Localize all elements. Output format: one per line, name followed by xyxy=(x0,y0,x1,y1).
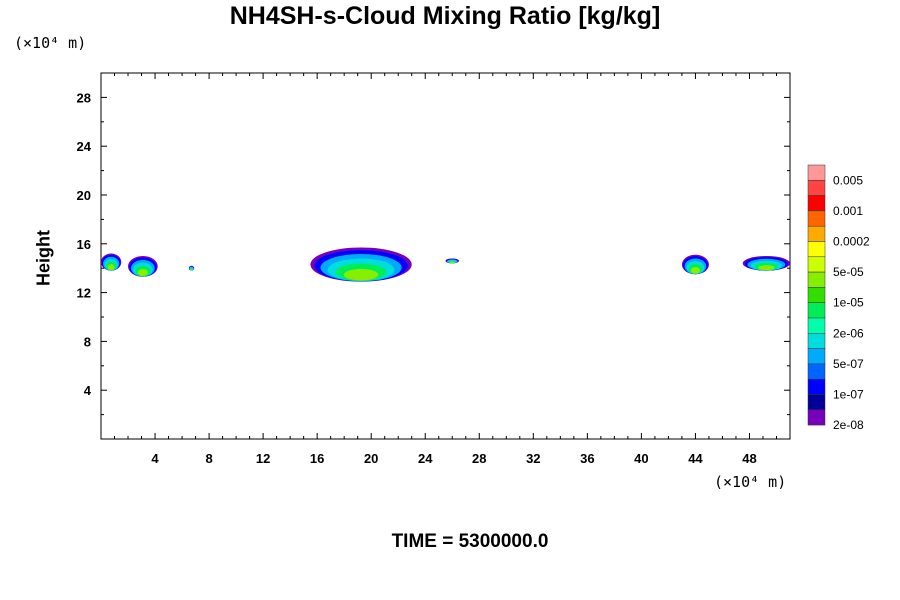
colorbar-cell xyxy=(807,256,826,273)
colorbar-cell xyxy=(807,409,826,426)
colorbar-cell xyxy=(807,164,826,181)
colorbar-cell xyxy=(807,333,826,349)
y-tick-label: 12 xyxy=(77,286,91,301)
colorbar-cell xyxy=(807,210,826,227)
y-tick-label: 4 xyxy=(84,383,92,398)
colorbar-cell xyxy=(807,271,826,288)
colorbar-cell xyxy=(807,348,826,365)
cloud-band xyxy=(343,268,379,281)
x-axis: 4 8 12 16 20 24 28 32 36 40 44 48 xyxy=(114,73,777,466)
colorbar-label: 0.005 xyxy=(833,173,863,187)
cloud-band xyxy=(107,264,115,271)
x-unit-label: (×10⁴ m) xyxy=(714,473,787,491)
x-tick-label: 36 xyxy=(580,451,594,466)
plot-frame xyxy=(100,72,791,440)
colorbar-cell xyxy=(807,195,826,212)
y-unit-label: (×10⁴ m) xyxy=(14,34,87,52)
y-tick-label: 20 xyxy=(77,188,91,203)
time-footer: TIME = 5300000.0 xyxy=(391,531,549,552)
cloud-band xyxy=(137,269,148,277)
x-tick-label: 24 xyxy=(418,451,433,466)
colorbar-cell xyxy=(807,225,826,242)
colorbar-label: 5e-07 xyxy=(833,357,864,371)
colorbar-label: 2e-08 xyxy=(833,418,864,432)
colorbar-cell xyxy=(807,287,826,303)
x-tick-label: 32 xyxy=(526,451,540,466)
y-tick-label: 24 xyxy=(77,139,92,154)
x-tick-label: 4 xyxy=(151,451,159,466)
colorbar-label: 5e-05 xyxy=(833,265,864,279)
y-tick-label: 28 xyxy=(77,90,91,105)
colorbar-label: 2e-06 xyxy=(833,326,864,340)
cloud-band xyxy=(758,265,775,271)
y-tick-label: 8 xyxy=(84,334,91,349)
colorbar-cell xyxy=(807,302,826,319)
cloud-band xyxy=(190,268,193,271)
colorbar-label: 1e-07 xyxy=(833,388,864,402)
colorbar-label: 0.0002 xyxy=(833,235,870,249)
cloud-band xyxy=(690,267,701,274)
cloud-layer xyxy=(101,247,790,282)
x-tick-label: 28 xyxy=(472,451,486,466)
colorbar-cell xyxy=(807,363,826,380)
colorbar-cell xyxy=(807,180,826,196)
colorbar-cell xyxy=(807,241,826,258)
x-tick-label: 44 xyxy=(688,451,703,466)
colorbar: 0.005 0.001 0.0002 5e-05 1e-05 2e-06 5e-07 1e-0… xyxy=(807,164,870,432)
colorbar-cell xyxy=(807,394,826,411)
y-tick-label: 16 xyxy=(77,237,91,252)
x-tick-label: 48 xyxy=(742,451,756,466)
cloud-band xyxy=(449,261,455,264)
chart-title: NH4SH-s-Cloud Mixing Ratio [kg/kg] xyxy=(229,2,661,30)
x-tick-label: 20 xyxy=(364,451,378,466)
x-tick-label: 40 xyxy=(634,451,648,466)
colorbar-label: 1e-05 xyxy=(833,296,864,310)
colorbar-cell xyxy=(807,378,826,395)
colorbar-cell xyxy=(807,317,826,334)
x-tick-label: 8 xyxy=(205,451,212,466)
colorbar-label: 0.001 xyxy=(833,204,863,218)
x-tick-label: 16 xyxy=(310,451,324,466)
x-tick-label: 12 xyxy=(256,451,270,466)
y-axis: 4 8 12 16 20 24 28 xyxy=(77,90,790,416)
